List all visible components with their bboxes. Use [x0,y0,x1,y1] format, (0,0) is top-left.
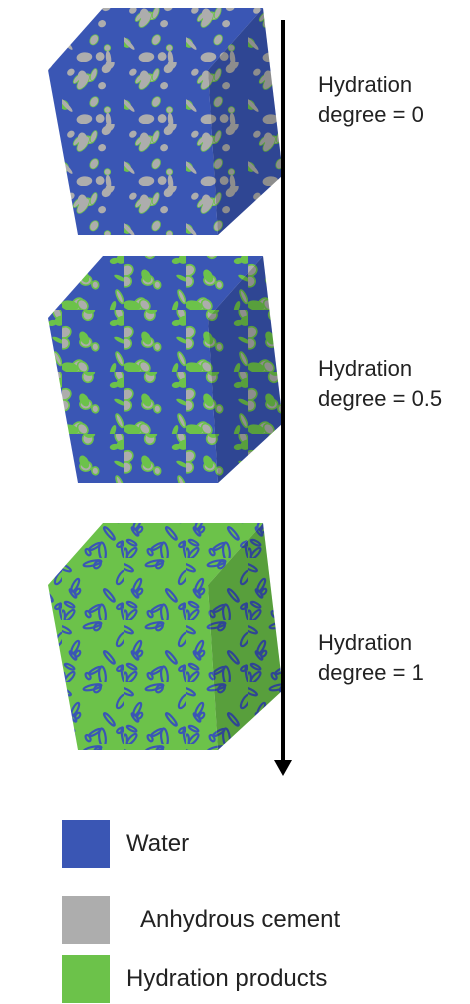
cube-right-face [208,523,283,750]
cube-front-face [48,318,218,483]
cube-right-face-shade [208,8,283,235]
cube-right-face [208,256,283,483]
stage-label-line1: Hydration [318,356,413,381]
arrow-head [274,760,292,776]
stage-label-line2: degree = 0.5 [318,386,443,411]
stage-label-line2: degree = 0 [318,102,424,127]
stage-label-line1: Hydration [318,72,413,97]
stage-label-degree-0: Hydration degree = 0 [318,70,424,130]
hydration-progress-arrow [274,20,292,776]
cube-right-face-shade [208,256,283,483]
stage-label-degree-1: Hydration degree = 1 [318,628,424,688]
legend-swatch-hydration-products [62,955,110,1003]
stage-label-degree-0-5: Hydration degree = 0.5 [318,354,442,414]
legend-label-water: Water [126,830,190,857]
legend-swatch-anhydrous-cement [62,896,110,944]
cube-front-face [48,70,218,235]
cube-top-face [48,256,263,318]
cube-right-face [208,8,283,235]
microstructure-cube-degree-0-5 [48,256,283,483]
cube-top-face [48,523,263,585]
stage-label-line2: degree = 1 [318,660,424,685]
cube-top-face [48,8,263,70]
cube-right-face-shade [208,523,283,750]
legend-label-hydration-products: Hydration products [126,965,328,992]
cube-front-face [48,585,218,750]
microstructure-cube-degree-1 [48,523,283,750]
legend-label-anhydrous-cement: Anhydrous cement [140,906,341,933]
legend-swatch-water [62,820,110,868]
stage-label-line1: Hydration [318,630,413,655]
microstructure-cube-degree-0 [48,8,283,235]
